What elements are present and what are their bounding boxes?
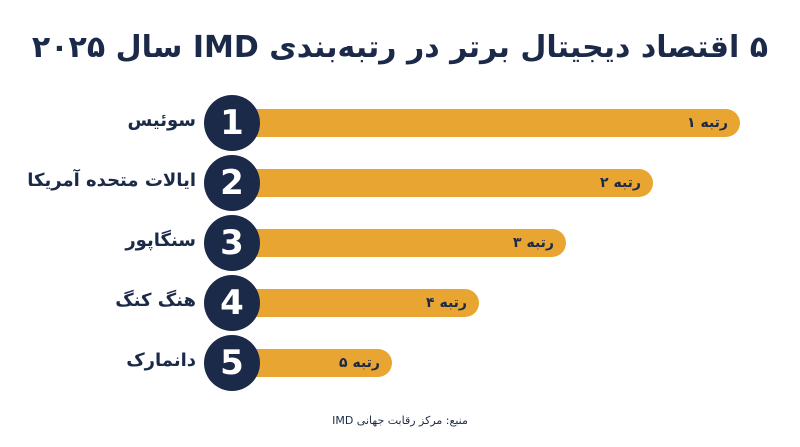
bar-value-label: رتبه ۳ (513, 235, 554, 251)
source-note: منبع: مرکز رقابت جهانی IMD (332, 414, 468, 427)
chart-title: ۵ اقتصاد دیجیتال برتر در رتبه‌بندی IMD س… (31, 30, 769, 65)
rank-badge: 4 (204, 275, 260, 331)
category-label: ایالات متحده آمریکا (27, 170, 196, 191)
bar-row: رتبه ۱ 1 سوئیس (0, 93, 800, 153)
bar-value-label: رتبه ۵ (339, 355, 380, 371)
bar-row: رتبه ۲ 2 ایالات متحده آمریکا (0, 153, 800, 213)
bar-row: رتبه ۳ 3 سنگاپور (0, 213, 800, 273)
bar: رتبه ۳ (228, 229, 566, 257)
category-label: دانمارک (126, 350, 196, 371)
rank-badge: 5 (204, 335, 260, 391)
category-label: سوئیس (127, 110, 196, 131)
rank-badge: 2 (204, 155, 260, 211)
rank-badge: 3 (204, 215, 260, 271)
rank-badge: 1 (204, 95, 260, 151)
bar: رتبه ۱ (228, 109, 740, 137)
bar-row: رتبه ۵ 5 دانمارک (0, 333, 800, 393)
bar: رتبه ۴ (228, 289, 479, 317)
category-label: سنگاپور (125, 230, 196, 251)
bar-value-label: رتبه ۲ (600, 175, 641, 191)
bar-row: رتبه ۴ 4 هنگ کنگ (0, 273, 800, 333)
bar-value-label: رتبه ۴ (426, 295, 467, 311)
bar-value-label: رتبه ۱ (687, 115, 728, 131)
category-label: هنگ کنگ (115, 290, 196, 311)
bar: رتبه ۲ (228, 169, 653, 197)
